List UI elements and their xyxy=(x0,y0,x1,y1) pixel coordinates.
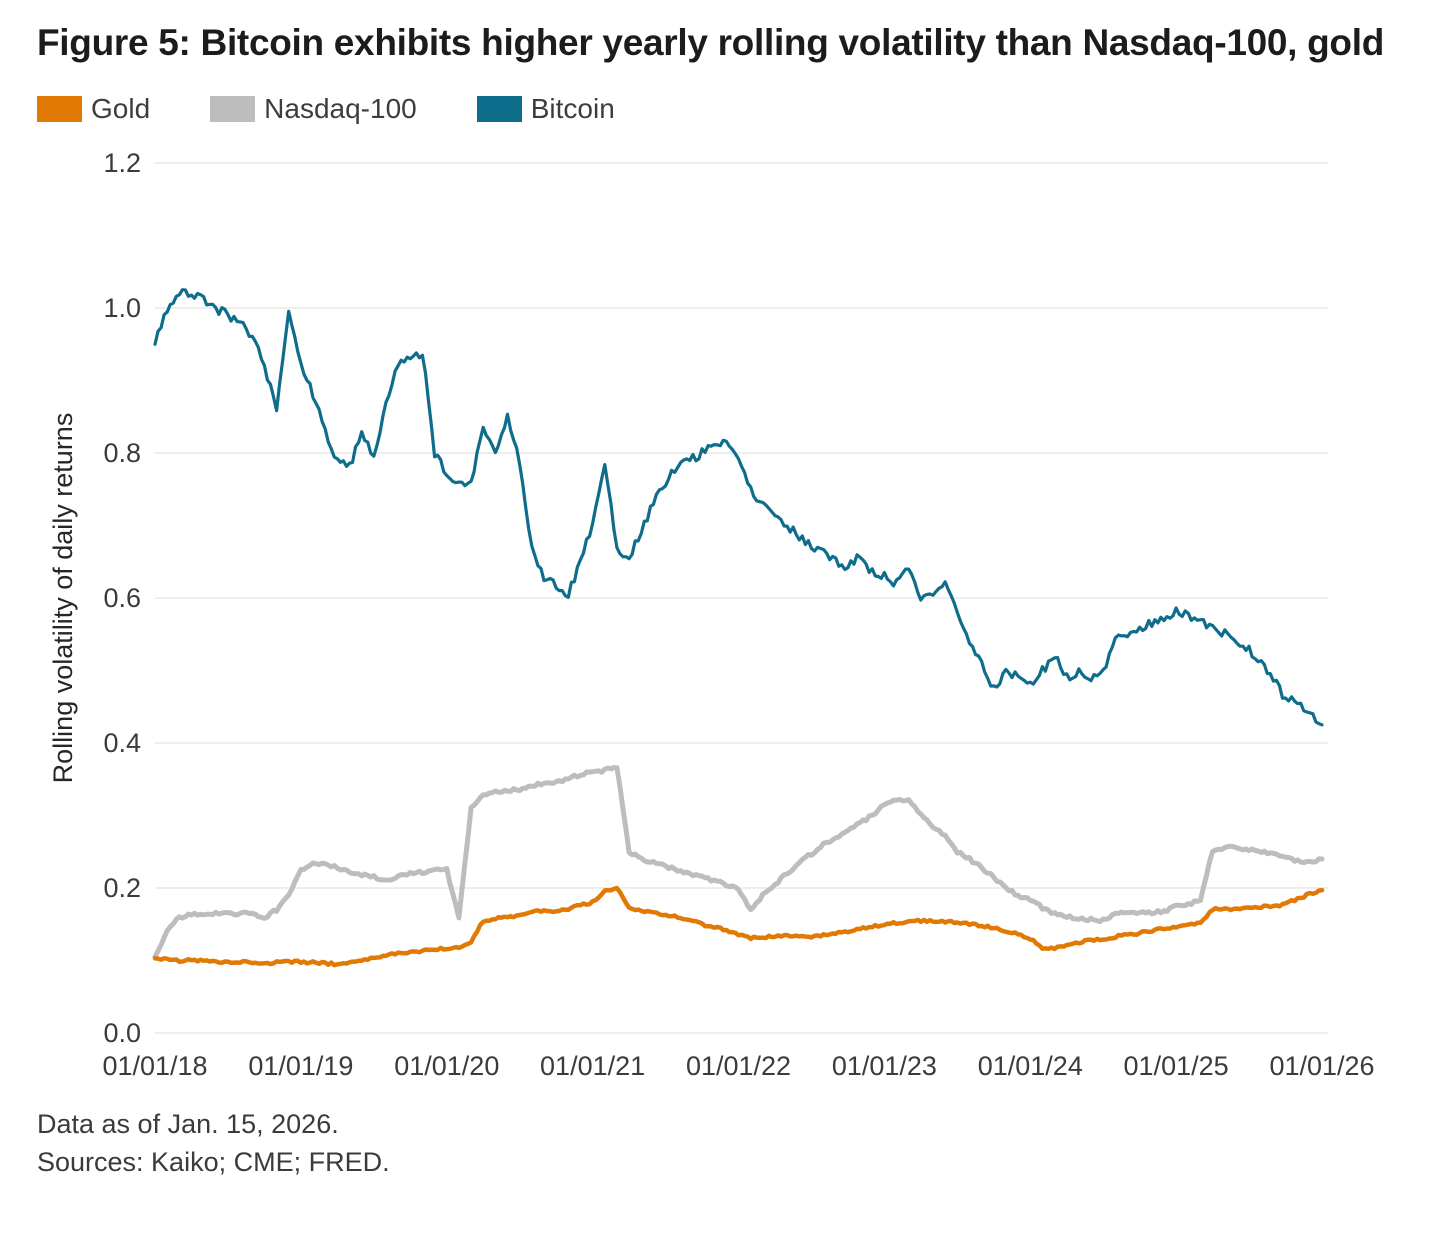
series-line-gold xyxy=(152,885,1325,968)
x-tick-label: 01/01/23 xyxy=(832,1051,937,1081)
y-tick-label: 1.2 xyxy=(103,148,141,178)
figure-title: Figure 5: Bitcoin exhibits higher yearly… xyxy=(37,22,1385,63)
y-tick-label: 0.4 xyxy=(103,728,141,758)
x-tick-label: 01/01/18 xyxy=(102,1051,207,1081)
x-tick-label: 01/01/20 xyxy=(394,1051,499,1081)
legend-label-gold: Gold xyxy=(91,93,151,125)
x-tick-label: 01/01/21 xyxy=(540,1051,645,1081)
y-tick-label: 0.6 xyxy=(103,583,141,613)
x-tick-label: 01/01/19 xyxy=(248,1051,353,1081)
volatility-line-chart: 0.0 0.2 0.4 0.6 0.8 1.0 1.2 01/01/18 01/01/19 01/… xyxy=(48,148,1375,1081)
series-line-bitcoin xyxy=(153,288,1324,727)
y-tick-label: 0.2 xyxy=(103,873,141,903)
sources-note: Sources: Kaiko; CME; FRED. xyxy=(37,1147,390,1178)
x-tick-label: 01/01/24 xyxy=(978,1051,1083,1081)
legend-item-nasdaq-100: Nasdaq-100 xyxy=(210,93,417,125)
x-tick-label: 01/01/25 xyxy=(1124,1051,1229,1081)
y-tick-label: 0.0 xyxy=(103,1018,141,1048)
series-line-nasdaq-100 xyxy=(152,765,1325,960)
y-tick-label: 1.0 xyxy=(103,293,141,323)
x-tick-label: 01/01/22 xyxy=(686,1051,791,1081)
nasdaq-100-swatch xyxy=(210,96,256,123)
legend-item-gold: Gold xyxy=(37,93,150,125)
x-tick-label: 01/01/26 xyxy=(1269,1051,1374,1081)
legend-label-nasdaq-100: Nasdaq-100 xyxy=(264,93,417,125)
bitcoin-swatch xyxy=(476,96,522,123)
legend-label-bitcoin: Bitcoin xyxy=(530,93,615,125)
legend-item-bitcoin: Bitcoin xyxy=(476,93,615,125)
gold-swatch xyxy=(37,96,82,123)
data-as-of-note: Data as of Jan. 15, 2026. xyxy=(37,1109,339,1140)
chart-legend: Gold Nasdaq-100 Bitcoin xyxy=(37,89,1410,129)
y-axis-title: Rolling volatility of daily returns xyxy=(48,413,78,784)
y-tick-label: 0.8 xyxy=(103,438,141,468)
chart-footnotes: Data as of Jan. 15, 2026. Sources: Kaiko… xyxy=(37,1105,1410,1182)
